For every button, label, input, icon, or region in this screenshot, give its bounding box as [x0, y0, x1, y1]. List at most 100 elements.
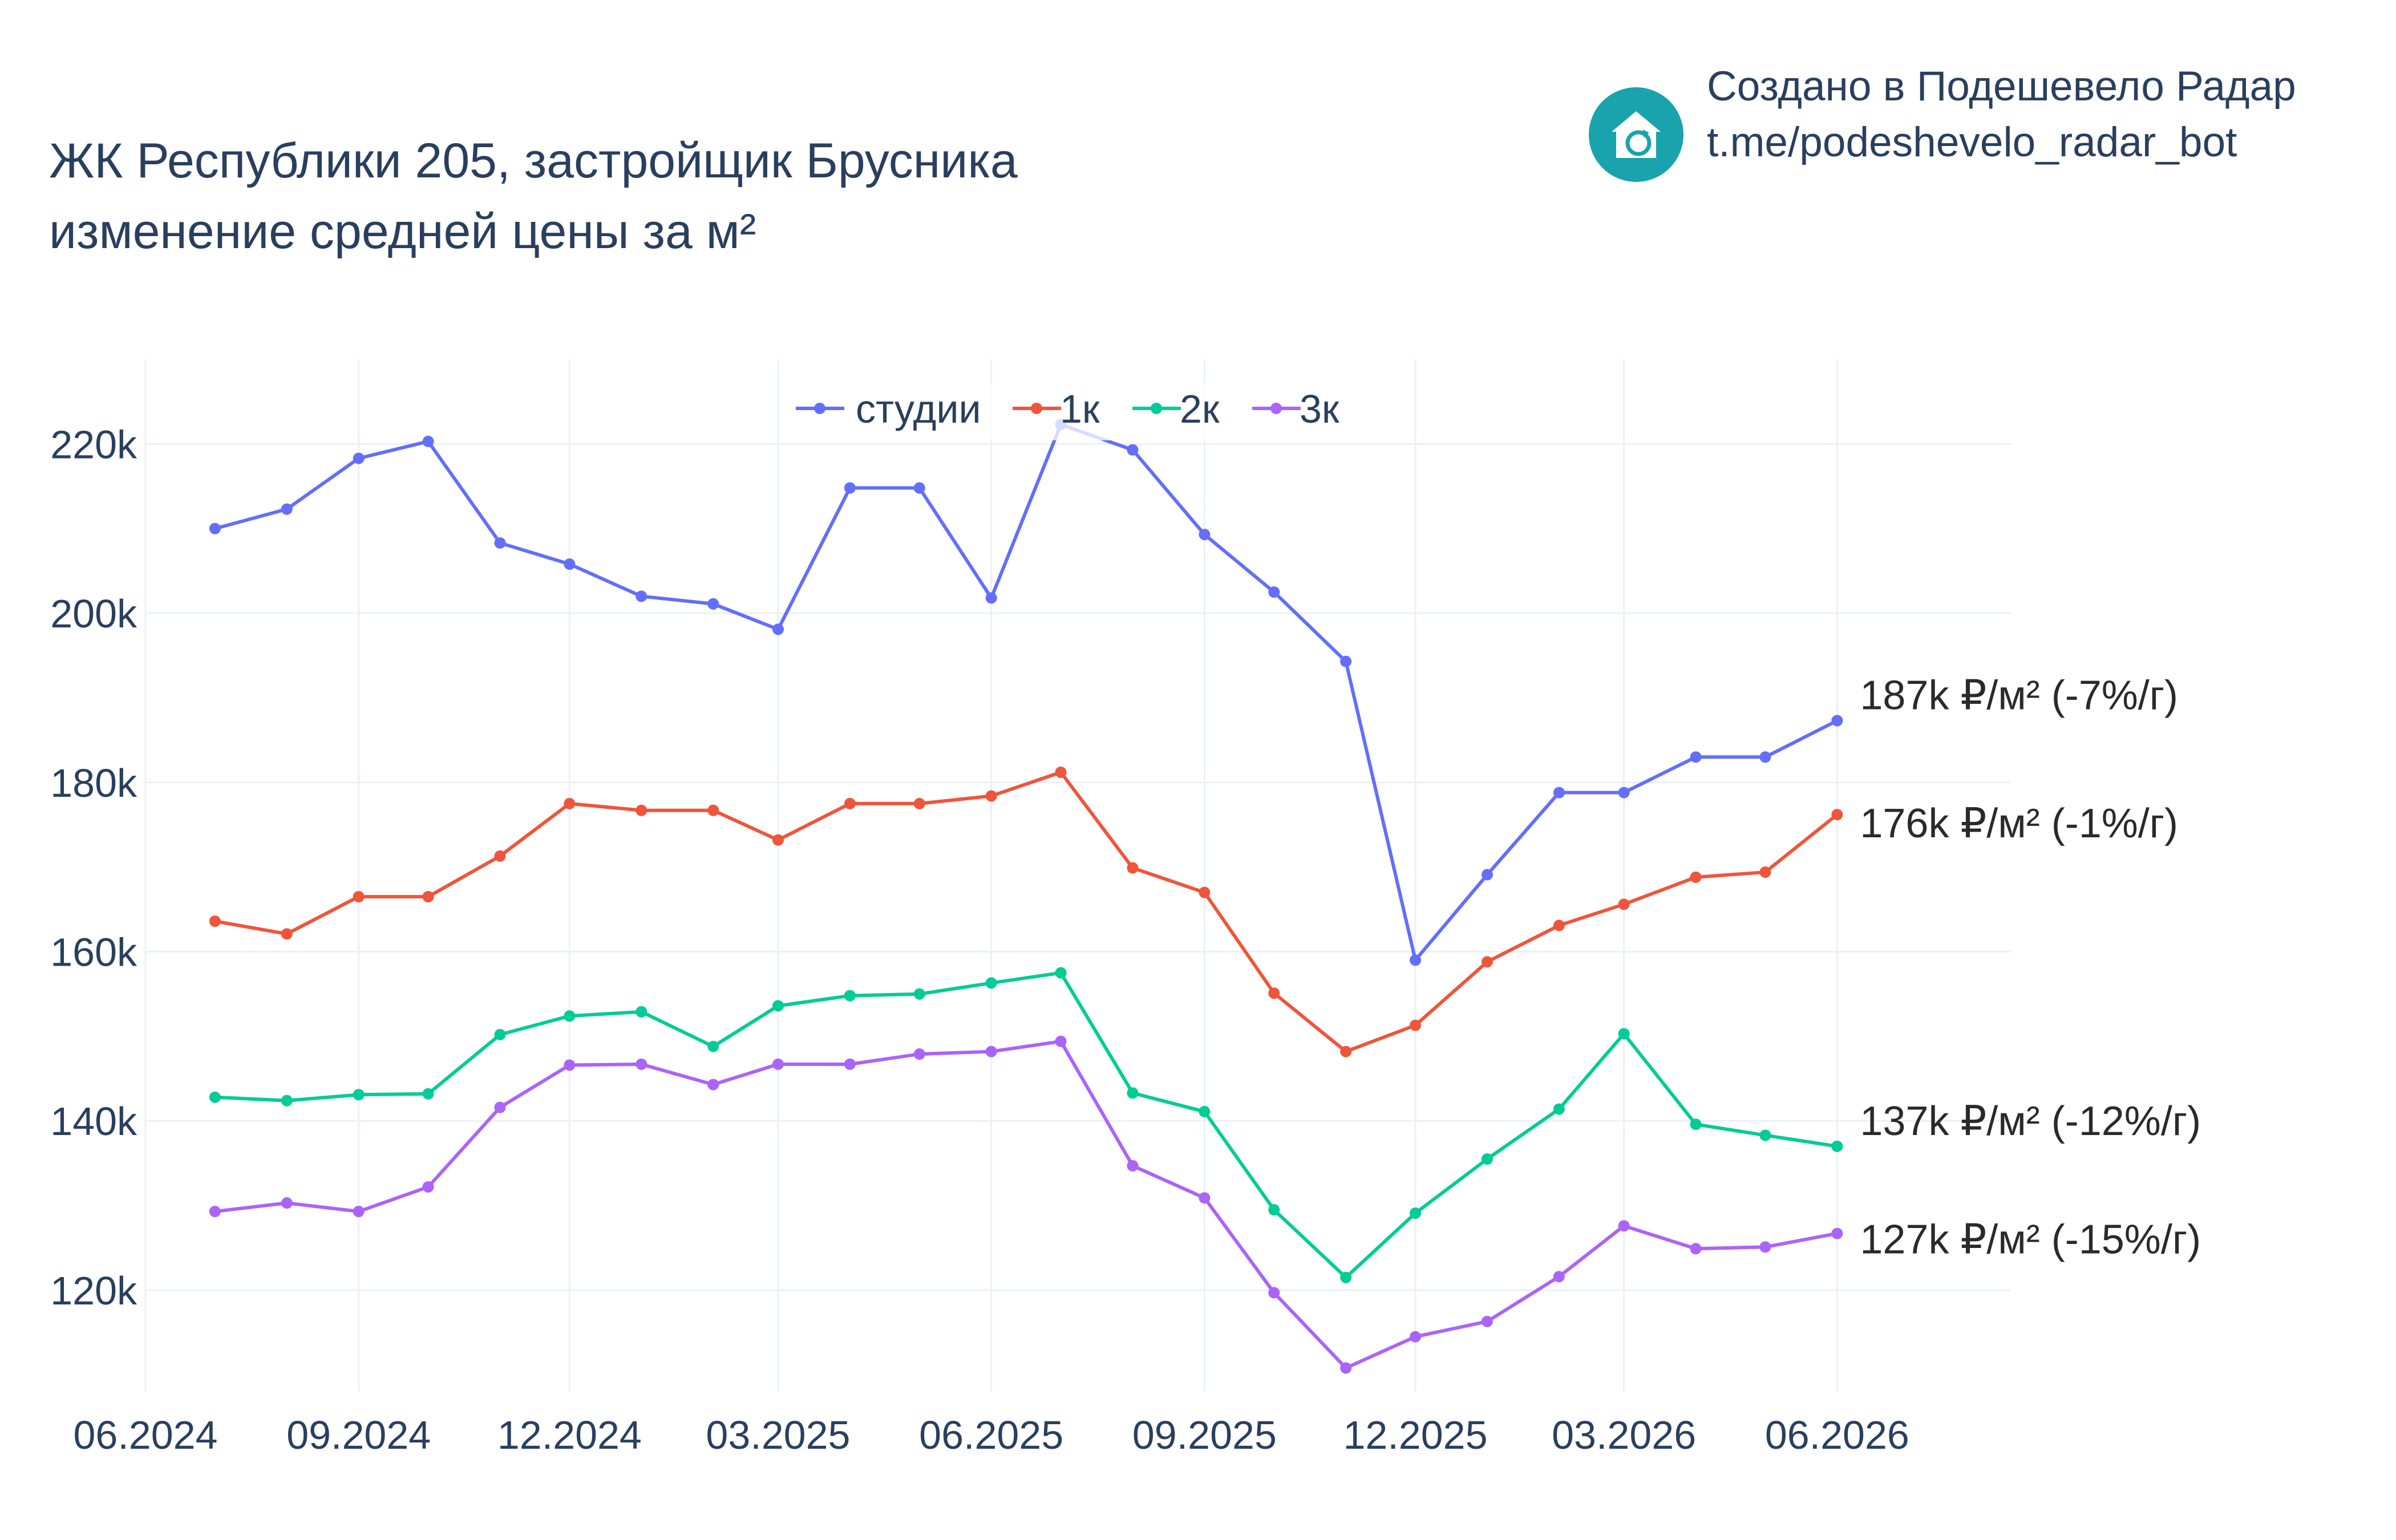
data-point — [772, 623, 784, 635]
data-point — [1268, 1204, 1280, 1216]
data-point — [353, 452, 365, 464]
legend-item-2к[interactable]: 2к — [1132, 387, 1220, 431]
data-point — [707, 1079, 719, 1091]
data-point — [1268, 586, 1280, 598]
data-point — [1340, 655, 1352, 667]
series-line — [214, 771, 1839, 1053]
data-point — [636, 590, 647, 602]
data-point — [353, 1089, 365, 1101]
y-tick-label: 140k — [50, 1099, 137, 1144]
data-point — [772, 1058, 784, 1070]
chart-title-line-1: ЖК Республики 205, застройщик Брусника — [49, 133, 1018, 188]
legend-label: 3к — [1300, 387, 1339, 431]
data-point — [985, 1045, 997, 1057]
x-tick-label: 06.2024 — [73, 1413, 217, 1457]
legend: студии 1к 2к 3к — [787, 383, 1358, 440]
data-point — [772, 1000, 784, 1012]
data-point — [1410, 954, 1422, 966]
series-end-label: 137k ₽/м² (-12%/г) — [1860, 1099, 2201, 1144]
data-point — [209, 522, 221, 534]
data-point — [1127, 1160, 1139, 1172]
data-point — [1199, 886, 1211, 898]
brand-logo-icon — [1589, 87, 1683, 182]
data-point — [913, 1048, 925, 1060]
data-point — [564, 1010, 576, 1022]
y-axis: 120k 140k 160k 180k 200k 220k — [50, 422, 137, 1313]
series-3к: 127k ₽/м² (-15%/г) — [209, 1035, 2201, 1374]
data-point — [209, 1205, 221, 1217]
data-point — [1199, 1192, 1211, 1204]
data-point — [1618, 1028, 1630, 1040]
x-tick-label: 09.2024 — [286, 1413, 431, 1457]
data-point — [422, 1088, 434, 1100]
data-point — [913, 482, 925, 494]
data-point — [564, 797, 576, 809]
legend-background — [787, 383, 1358, 440]
data-point — [1481, 1153, 1493, 1165]
data-point — [1553, 919, 1565, 931]
y-tick-label: 160k — [50, 930, 137, 975]
data-point — [494, 850, 506, 862]
data-point — [1199, 529, 1211, 541]
series-1к: 176k ₽/м² (-1%/г) — [209, 767, 2178, 1057]
data-point — [564, 1059, 576, 1071]
data-point — [1340, 1271, 1352, 1283]
series-line — [214, 971, 1838, 1279]
data-point — [1268, 987, 1280, 999]
y-tick-label: 180k — [50, 761, 137, 805]
x-tick-label: 06.2026 — [1765, 1413, 1909, 1457]
data-point — [707, 1040, 719, 1052]
series-end-label: 176k ₽/м² (-1%/г) — [1860, 801, 2178, 846]
data-point — [1410, 1019, 1422, 1031]
data-point — [281, 503, 293, 515]
data-point — [1481, 869, 1493, 881]
legend-item-студии[interactable]: студии — [796, 387, 981, 431]
data-point — [1055, 967, 1067, 979]
data-point — [913, 988, 925, 1000]
data-point — [1759, 866, 1771, 878]
data-point — [1410, 1331, 1422, 1343]
data-point — [1553, 1103, 1565, 1115]
brand-link[interactable]: t.me/podeshevelo_radar_bot — [1707, 119, 2237, 165]
data-point — [844, 990, 856, 1002]
data-point — [281, 1197, 293, 1209]
legend-marker — [1270, 403, 1282, 414]
series-студии: 187k ₽/м² (-7%/г) — [209, 419, 2178, 966]
data-point — [707, 804, 719, 816]
data-point — [1618, 787, 1630, 799]
data-point — [913, 797, 925, 809]
data-point — [281, 928, 293, 940]
x-axis: 06.2024 09.2024 12.2024 03.2025 06.2025 09.20… — [73, 1413, 1909, 1457]
data-point — [1831, 1140, 1843, 1152]
data-point — [1127, 1087, 1139, 1099]
data-point — [1831, 1227, 1843, 1239]
data-point — [636, 1006, 647, 1018]
data-point — [1618, 898, 1630, 910]
data-point — [844, 797, 856, 809]
series-lines: 187k ₽/м² (-7%/г) 176k ₽/м² (-1%/г) 137k ₽… — [209, 419, 2201, 1374]
x-tick-label: 12.2025 — [1343, 1413, 1488, 1457]
data-point — [1481, 1315, 1493, 1327]
data-point — [844, 1058, 856, 1070]
data-point — [353, 891, 365, 903]
data-point — [1690, 1118, 1702, 1130]
chart-title-line-2: изменение средней цены за м² — [49, 204, 756, 259]
data-point — [985, 592, 997, 604]
data-point — [209, 1091, 221, 1103]
data-point — [1268, 1287, 1280, 1299]
series-end-label: 127k ₽/м² (-15%/г) — [1860, 1217, 2201, 1263]
data-point — [985, 790, 997, 802]
data-point — [1690, 871, 1702, 883]
data-point — [494, 537, 506, 549]
legend-item-3к[interactable]: 3к — [1252, 387, 1339, 431]
legend-item-1к[interactable]: 1к — [1013, 387, 1100, 431]
y-tick-label: 220k — [50, 422, 137, 467]
data-point — [1055, 1035, 1067, 1047]
legend-marker — [1151, 403, 1162, 414]
data-point — [1127, 444, 1139, 456]
data-point — [494, 1028, 506, 1040]
data-point — [1759, 1129, 1771, 1141]
legend-label: студии — [856, 387, 981, 431]
data-point — [1690, 1243, 1702, 1255]
